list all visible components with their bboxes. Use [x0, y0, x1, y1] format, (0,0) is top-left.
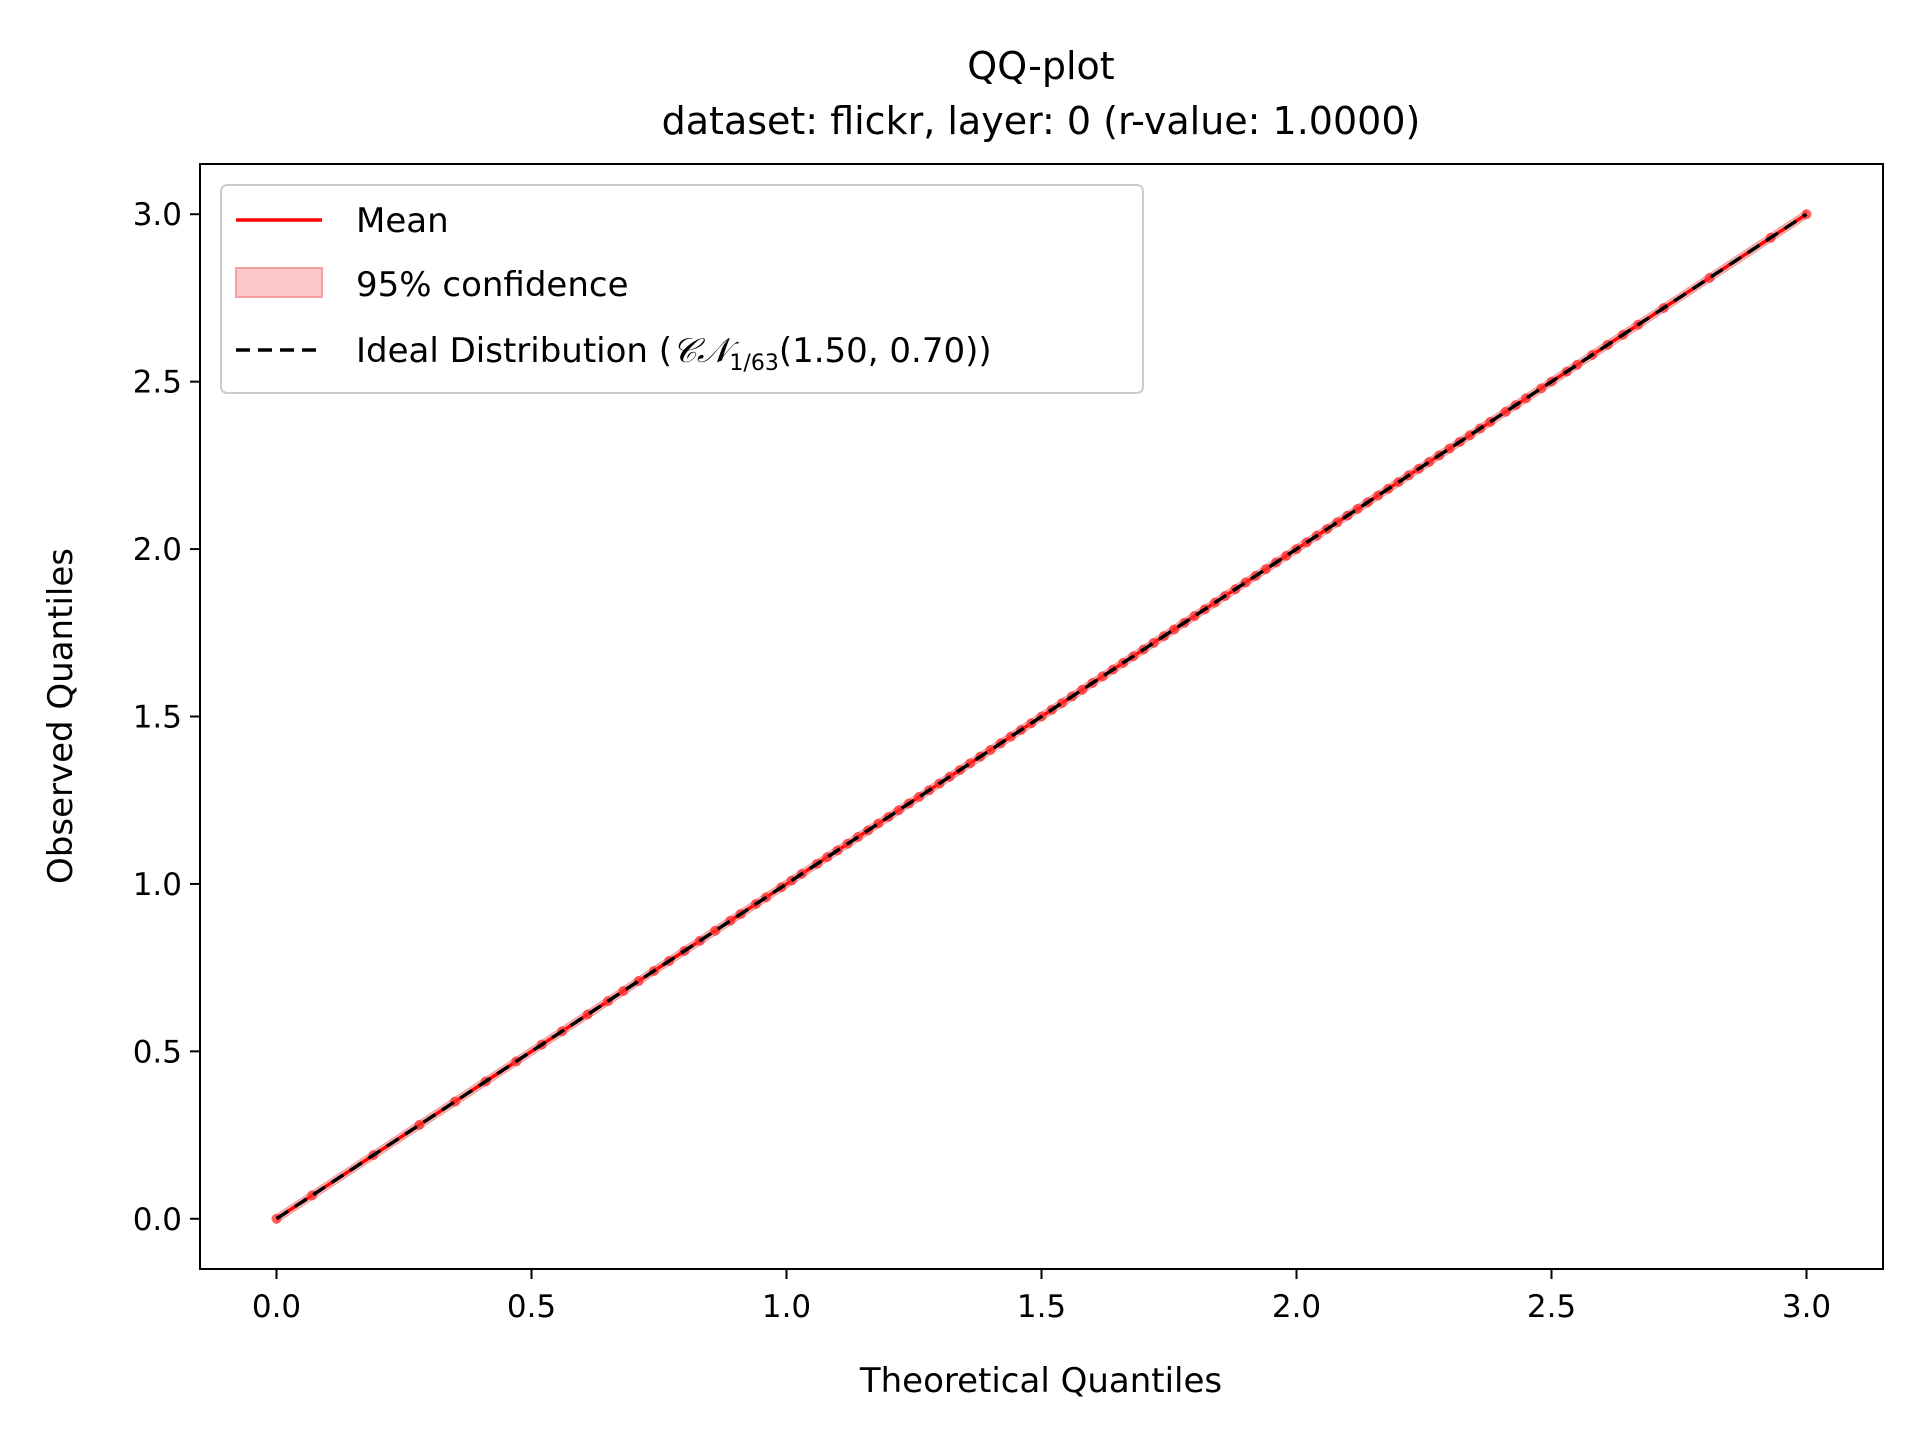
- x-tick-label: 1.5: [1017, 1289, 1066, 1325]
- legend-ideal-prefix: Ideal Distribution (: [356, 331, 672, 371]
- mean-point: [1500, 406, 1511, 417]
- plot-area: [271, 208, 1812, 1225]
- legend-mean-label: Mean: [356, 201, 449, 241]
- x-tick-label: 2.5: [1527, 1289, 1576, 1325]
- y-tick-label: 2.5: [133, 365, 182, 401]
- x-axis: 0.0 0.5 1.0 1.5 2.0 2.5 3.0: [252, 1269, 1831, 1325]
- x-tick-label: 3.0: [1782, 1289, 1831, 1325]
- mean-point: [1169, 624, 1180, 635]
- x-tick-label: 1.0: [762, 1289, 811, 1325]
- y-axis: 0.0 0.5 1.0 1.5 2.0 2.5 3.0: [133, 197, 200, 1238]
- y-tick-label: 3.0: [133, 197, 182, 233]
- mean-point: [985, 744, 996, 755]
- x-axis-label: Theoretical Quantiles: [859, 1361, 1222, 1401]
- legend-confidence-label: 95% confidence: [356, 265, 629, 305]
- legend-ideal-suffix: (1.50, 0.70)): [779, 331, 992, 371]
- chart-title: QQ-plot: [967, 44, 1114, 88]
- x-tick-label: 2.0: [1272, 1289, 1321, 1325]
- y-tick-label: 2.0: [133, 532, 182, 568]
- legend: Mean 95% confidence Ideal Distribution (…: [220, 184, 1144, 394]
- x-tick-label: 0.5: [507, 1289, 556, 1325]
- ideal-distribution-line: [275, 212, 1808, 1221]
- x-tick-label: 0.0: [252, 1289, 301, 1325]
- y-tick-label: 0.0: [133, 1202, 182, 1238]
- mean-point: [893, 805, 904, 816]
- mean-point: [1260, 564, 1271, 575]
- legend-confidence-swatch: [235, 267, 323, 298]
- y-axis-label: Observed Quantiles: [41, 548, 81, 884]
- mean-point: [1077, 684, 1088, 695]
- legend-ideal-math: 𝒞𝒩: [672, 331, 740, 371]
- chart-subtitle: dataset: flickr, layer: 0 (r-value: 1.00…: [662, 99, 1421, 143]
- legend-ideal-label: Ideal Distribution (𝒞𝒩1/63(1.50, 0.70)): [356, 331, 992, 376]
- y-tick-label: 1.5: [133, 700, 182, 736]
- y-tick-label: 0.5: [133, 1034, 182, 1070]
- legend-ideal-sub: 1/63: [729, 351, 778, 376]
- legend-box: [220, 184, 1144, 394]
- y-tick-label: 1.0: [133, 867, 182, 903]
